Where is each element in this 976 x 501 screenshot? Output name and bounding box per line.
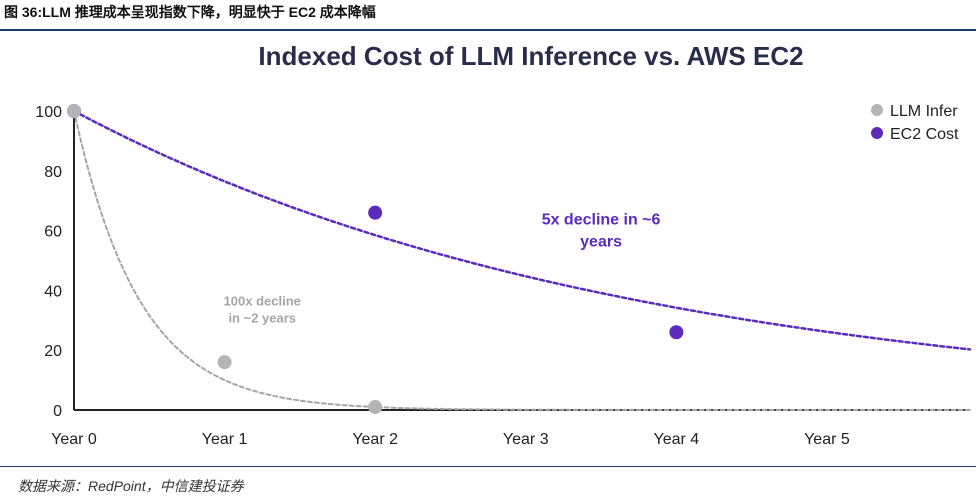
llm-infer-trend-line bbox=[73, 110, 971, 411]
trend-lines bbox=[72, 109, 972, 411]
x-tick-label-year-2: Year 2 bbox=[352, 431, 398, 448]
caption-divider bbox=[0, 29, 976, 31]
y-tick-label-100: 100 bbox=[35, 104, 62, 121]
y-tick-label-60: 60 bbox=[44, 224, 62, 241]
cost-chart: Indexed Cost of LLM Inference vs. AWS EC… bbox=[35, 41, 972, 448]
chart-panel: Indexed Cost of LLM Inference vs. AWS EC… bbox=[16, 33, 972, 459]
ec2-cost-legend-marker bbox=[871, 127, 883, 139]
x-tick-label-year-1: Year 1 bbox=[202, 431, 248, 448]
llm-infer-legend-label: LLM Infer bbox=[890, 103, 958, 120]
chart-title: Indexed Cost of LLM Inference vs. AWS EC… bbox=[258, 41, 803, 71]
ec2-cost-point-1 bbox=[368, 205, 383, 220]
x-tick-label-year-3: Year 3 bbox=[503, 431, 549, 448]
legend: LLM Infer EC2 Cost bbox=[871, 103, 959, 143]
x-tick-label-year-0: Year 0 bbox=[51, 431, 97, 448]
annotation-1-line-1: in ~2 years bbox=[228, 310, 296, 325]
llm-infer-point-0 bbox=[67, 104, 81, 118]
annotation-0-line-0: 5x decline in ~6 bbox=[542, 212, 661, 229]
annotations: 5x decline in ~6 years 100x decline in ~2 y… bbox=[224, 212, 661, 326]
ec2-cost-trend-line bbox=[72, 109, 972, 351]
data-points bbox=[67, 104, 684, 415]
y-tick-label-20: 20 bbox=[44, 343, 62, 360]
llm-infer-point-2 bbox=[368, 400, 383, 415]
figure-source: 数据来源：RedPoint，中信建投证券 bbox=[18, 478, 244, 494]
axes: 0 20 40 60 80 100 Year 0 Year 1 Year 2 Year 3 Year… bbox=[35, 104, 970, 448]
figure-caption: 图 36:LLM 推理成本呈现指数下降，明显快于 EC2 成本降幅 bbox=[4, 4, 376, 20]
llm-infer-legend-marker bbox=[871, 104, 883, 116]
ec2-cost-point-2 bbox=[669, 325, 684, 340]
annotation-0-line-1: years bbox=[580, 234, 622, 251]
y-tick-label-80: 80 bbox=[44, 164, 62, 181]
x-tick-label-year-4: Year 4 bbox=[654, 431, 700, 448]
annotation-1-line-0: 100x decline bbox=[224, 293, 301, 308]
y-tick-label-0: 0 bbox=[53, 403, 62, 420]
source-divider bbox=[0, 466, 976, 467]
x-tick-label-year-5: Year 5 bbox=[804, 431, 850, 448]
y-tick-label-40: 40 bbox=[44, 283, 62, 300]
ec2-cost-legend-label: EC2 Cost bbox=[890, 126, 959, 143]
llm-infer-point-1 bbox=[217, 355, 232, 370]
